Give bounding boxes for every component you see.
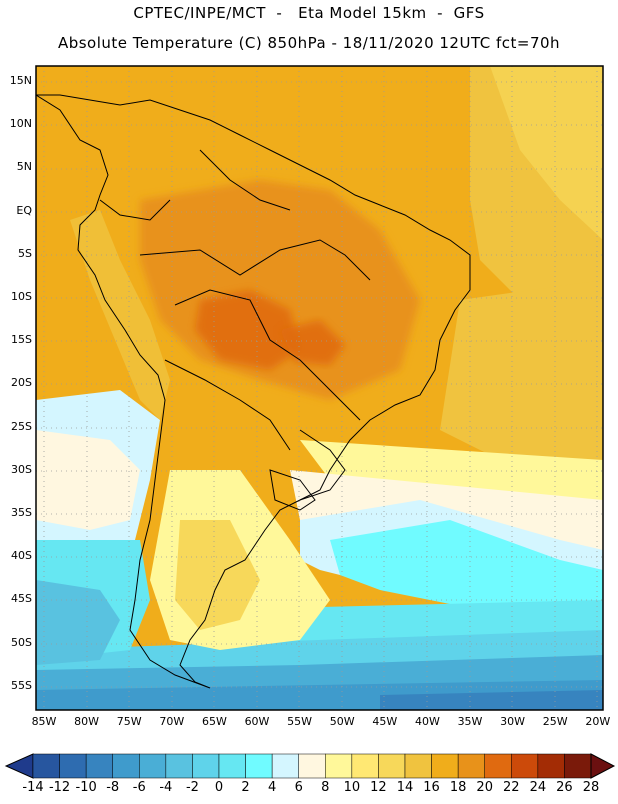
colorbar-label: -14 (22, 780, 44, 795)
lat-label: 25S (11, 419, 32, 433)
colorbar-swatch (32, 753, 60, 779)
lon-label: 40W (414, 715, 440, 728)
colorbar-label: 22 (503, 780, 520, 795)
lat-label: 5S (18, 246, 32, 260)
lon-label: 55W (287, 715, 313, 728)
colorbar-swatch (325, 753, 353, 779)
colorbar-label: 6 (294, 780, 303, 795)
lon-label: 45W (372, 715, 398, 728)
colorbar-swatch (511, 753, 539, 779)
lon-label: 35W (457, 715, 483, 728)
colorbar-label: 12 (370, 780, 387, 795)
colorbar-swatch (564, 753, 592, 779)
colorbar-swatch (271, 753, 299, 779)
map-frame (35, 65, 604, 711)
colorbar-label: 16 (423, 780, 440, 795)
colorbar-label: -6 (132, 780, 146, 795)
colorbar-label: 20 (476, 780, 493, 795)
lon-label: 70W (159, 715, 185, 728)
lon-label: 75W (116, 715, 142, 728)
colorbar-swatch (245, 753, 273, 779)
colorbar-min-arrow (4, 753, 34, 779)
colorbar-swatch (457, 753, 485, 779)
colorbar-swatch (112, 753, 140, 779)
lon-label: 20W (585, 715, 611, 728)
colorbar-label: 4 (268, 780, 277, 795)
lat-label: 50S (11, 635, 32, 649)
lat-label: 40S (11, 549, 32, 563)
colorbar-max-arrow (590, 753, 616, 779)
temperature-field (36, 66, 603, 710)
colorbar-label: -10 (75, 780, 97, 795)
colorbar-label: -4 (159, 780, 173, 795)
colorbar-swatch (378, 753, 406, 779)
colorbar-label: 28 (582, 780, 600, 795)
colorbar-label: -2 (185, 780, 199, 795)
lat-label: 5N (16, 160, 32, 174)
lon-label: 50W (329, 715, 355, 728)
colorbar-label: 8 (321, 780, 330, 795)
chart-title-line2: Absolute Temperature (C) 850hPa - 18/11/… (57, 34, 561, 52)
lat-label: EQ (16, 203, 32, 217)
lat-label: 45S (11, 592, 32, 606)
lat-label: 55S (11, 678, 32, 692)
colorbar-label: -12 (48, 780, 71, 795)
colorbar-swatch (165, 753, 193, 779)
colorbar-swatch (484, 753, 512, 779)
colorbar-swatch (404, 753, 432, 779)
colorbar-swatch (59, 753, 87, 779)
colorbar-label: 2 (241, 780, 250, 795)
lon-label: 30W (500, 715, 526, 728)
colorbar-swatch (218, 753, 246, 779)
colorbar-label: 0 (214, 780, 224, 795)
colorbar-label: -8 (106, 780, 120, 795)
lon-label: 65W (201, 715, 227, 728)
colorbar-swatch (139, 753, 167, 779)
colorbar-label: 10 (343, 780, 361, 795)
coastlines (36, 94, 471, 689)
lat-label: 15N (9, 74, 32, 87)
lat-label: 10S (11, 290, 32, 303)
chart-title-line1: CPTEC/INPE/MCT - Eta Model 15km - GFS (133, 4, 485, 22)
colorbar-label: 18 (449, 780, 467, 795)
lat-label: 20S (11, 376, 32, 390)
lat-label: 35S (11, 506, 32, 519)
lon-label: 25W (542, 715, 568, 728)
lat-label: 30S (11, 462, 32, 476)
colorbar (4, 753, 616, 779)
colorbar-swatch (431, 753, 459, 779)
lon-label: 60W (244, 715, 270, 728)
colorbar-label: 26 (556, 780, 573, 795)
lon-label: 85W (31, 715, 57, 728)
lon-label: 80W (74, 715, 100, 728)
colorbar-swatch (537, 753, 565, 779)
lat-label: 15S (11, 333, 32, 347)
colorbar-swatch (192, 753, 220, 779)
colorbar-swatch (351, 753, 379, 779)
colorbar-label: 24 (529, 780, 547, 795)
colorbar-swatch (298, 753, 326, 779)
colorbar-label: 14 (396, 780, 414, 795)
lat-label: 10N (9, 117, 32, 131)
colorbar-swatch (85, 753, 113, 779)
